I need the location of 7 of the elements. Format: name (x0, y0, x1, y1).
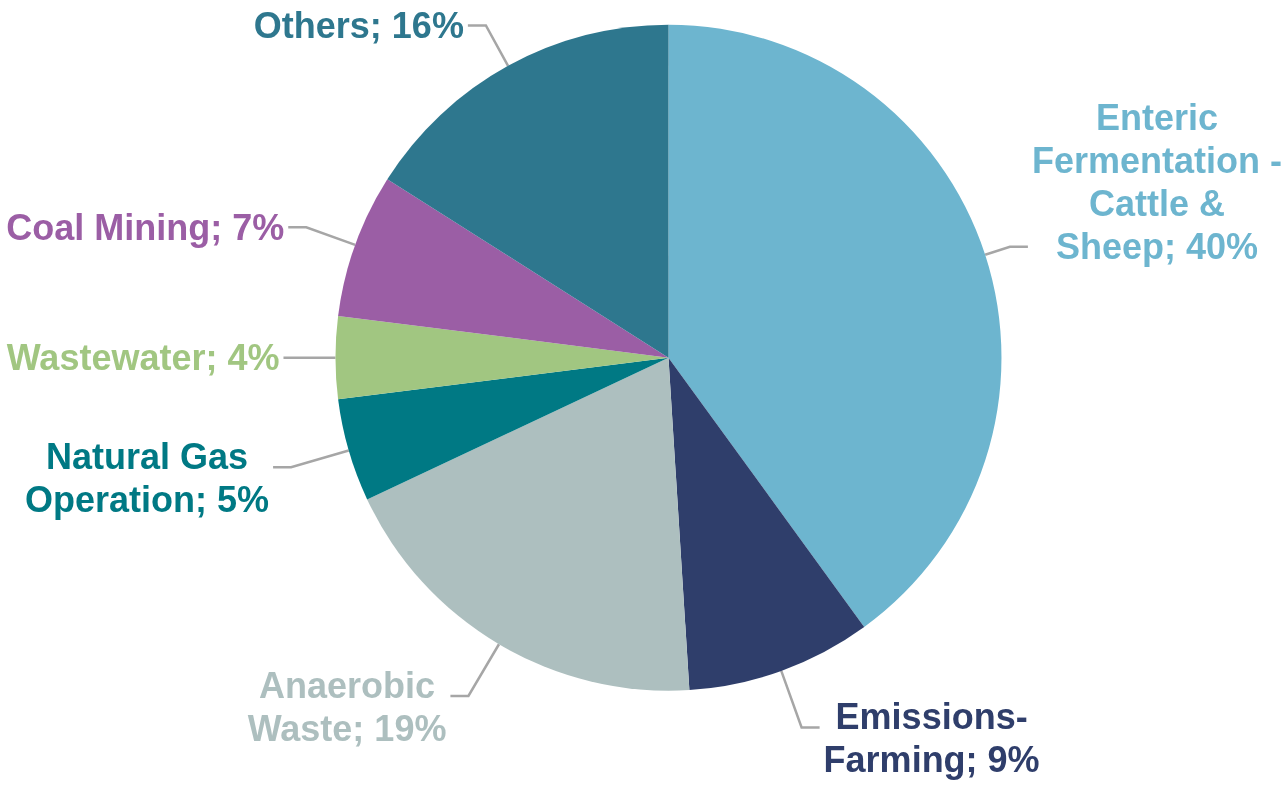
slice-label: Others; 16% (253, 5, 464, 47)
slice-label: Wastewater; 4% (6, 337, 280, 379)
slice-label: Natural Gas Operation; 5% (25, 436, 270, 521)
slice-label: Enteric Fermentation - Cattle & Sheep; 40% (1031, 97, 1282, 268)
slice-label: Emissions-Farming; 9% (823, 696, 1040, 781)
slice-label: Anaerobic Waste; 19% (247, 664, 447, 749)
slice-label: Coal Mining; 7% (6, 206, 285, 248)
